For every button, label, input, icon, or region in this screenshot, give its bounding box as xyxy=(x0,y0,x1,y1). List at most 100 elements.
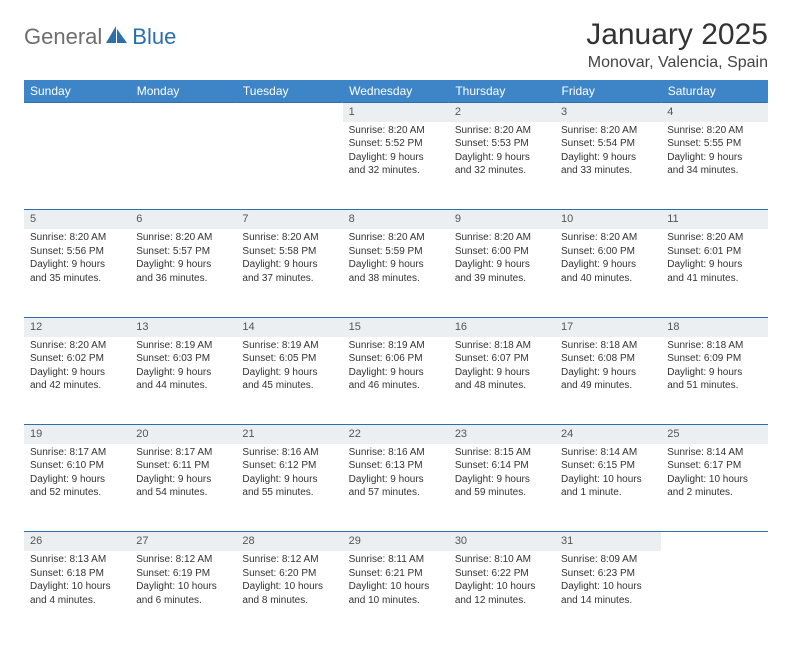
sunrise-text: Sunrise: 8:12 AM xyxy=(242,553,336,567)
day-number: 19 xyxy=(24,425,130,444)
sunset-text: Sunset: 5:56 PM xyxy=(30,245,124,259)
daylight-text: Daylight: 9 hours and 59 minutes. xyxy=(455,473,549,500)
sunset-text: Sunset: 6:10 PM xyxy=(30,459,124,473)
sunrise-text: Sunrise: 8:11 AM xyxy=(349,553,443,567)
daylight-text: Daylight: 9 hours and 55 minutes. xyxy=(242,473,336,500)
day-cell: Sunrise: 8:20 AMSunset: 5:59 PMDaylight:… xyxy=(343,229,449,317)
sunrise-text: Sunrise: 8:16 AM xyxy=(349,446,443,460)
brand-part1: General xyxy=(24,24,102,50)
day-cell: Sunrise: 8:20 AMSunset: 6:02 PMDaylight:… xyxy=(24,337,130,425)
sunrise-text: Sunrise: 8:20 AM xyxy=(30,231,124,245)
day-cell: Sunrise: 8:20 AMSunset: 5:57 PMDaylight:… xyxy=(130,229,236,317)
weekday-header: Wednesday xyxy=(343,80,449,103)
day-number xyxy=(661,532,767,551)
day-cell: Sunrise: 8:12 AMSunset: 6:20 PMDaylight:… xyxy=(236,551,342,639)
sunrise-text: Sunrise: 8:20 AM xyxy=(667,231,761,245)
sunset-text: Sunset: 6:01 PM xyxy=(667,245,761,259)
month-title: January 2025 xyxy=(586,18,768,52)
day-cell: Sunrise: 8:20 AMSunset: 6:00 PMDaylight:… xyxy=(555,229,661,317)
sunrise-text: Sunrise: 8:10 AM xyxy=(455,553,549,567)
sunrise-text: Sunrise: 8:20 AM xyxy=(561,124,655,138)
daylight-text: Daylight: 10 hours and 10 minutes. xyxy=(349,580,443,607)
sail-icon xyxy=(106,26,128,49)
day-cell: Sunrise: 8:10 AMSunset: 6:22 PMDaylight:… xyxy=(449,551,555,639)
daylight-text: Daylight: 9 hours and 52 minutes. xyxy=(30,473,124,500)
day-number: 27 xyxy=(130,532,236,551)
day-number: 1 xyxy=(343,103,449,122)
sunset-text: Sunset: 6:07 PM xyxy=(455,352,549,366)
day-cell xyxy=(24,122,130,210)
day-cell: Sunrise: 8:19 AMSunset: 6:06 PMDaylight:… xyxy=(343,337,449,425)
day-number: 20 xyxy=(130,425,236,444)
sunset-text: Sunset: 5:55 PM xyxy=(667,137,761,151)
daylight-text: Daylight: 10 hours and 4 minutes. xyxy=(30,580,124,607)
sunset-text: Sunset: 6:15 PM xyxy=(561,459,655,473)
header: General Blue January 2025 Monovar, Valen… xyxy=(24,18,768,72)
daylight-text: Daylight: 10 hours and 14 minutes. xyxy=(561,580,655,607)
sunrise-text: Sunrise: 8:12 AM xyxy=(136,553,230,567)
sunrise-text: Sunrise: 8:20 AM xyxy=(30,339,124,353)
day-number-row: 1234 xyxy=(24,103,768,122)
sunrise-text: Sunrise: 8:18 AM xyxy=(455,339,549,353)
day-cell: Sunrise: 8:16 AMSunset: 6:12 PMDaylight:… xyxy=(236,444,342,532)
daylight-text: Daylight: 9 hours and 57 minutes. xyxy=(349,473,443,500)
day-number: 25 xyxy=(661,425,767,444)
sunrise-text: Sunrise: 8:20 AM xyxy=(349,124,443,138)
day-number: 8 xyxy=(343,210,449,229)
calendar-page: General Blue January 2025 Monovar, Valen… xyxy=(0,0,792,657)
brand-part2: Blue xyxy=(132,24,176,50)
sunrise-text: Sunrise: 8:18 AM xyxy=(667,339,761,353)
sunset-text: Sunset: 6:17 PM xyxy=(667,459,761,473)
sunrise-text: Sunrise: 8:16 AM xyxy=(242,446,336,460)
weekday-header-row: Sunday Monday Tuesday Wednesday Thursday… xyxy=(24,80,768,103)
sunrise-text: Sunrise: 8:17 AM xyxy=(136,446,230,460)
day-number: 31 xyxy=(555,532,661,551)
day-number: 21 xyxy=(236,425,342,444)
sunset-text: Sunset: 5:58 PM xyxy=(242,245,336,259)
day-number: 12 xyxy=(24,317,130,336)
day-number: 5 xyxy=(24,210,130,229)
day-cell: Sunrise: 8:17 AMSunset: 6:11 PMDaylight:… xyxy=(130,444,236,532)
day-number: 2 xyxy=(449,103,555,122)
sunrise-text: Sunrise: 8:20 AM xyxy=(242,231,336,245)
day-cell: Sunrise: 8:13 AMSunset: 6:18 PMDaylight:… xyxy=(24,551,130,639)
daylight-text: Daylight: 10 hours and 2 minutes. xyxy=(667,473,761,500)
weekday-header: Thursday xyxy=(449,80,555,103)
sunset-text: Sunset: 6:12 PM xyxy=(242,459,336,473)
daylight-text: Daylight: 9 hours and 41 minutes. xyxy=(667,258,761,285)
day-cell: Sunrise: 8:20 AMSunset: 5:56 PMDaylight:… xyxy=(24,229,130,317)
day-cell: Sunrise: 8:09 AMSunset: 6:23 PMDaylight:… xyxy=(555,551,661,639)
sunset-text: Sunset: 6:06 PM xyxy=(349,352,443,366)
day-cell: Sunrise: 8:20 AMSunset: 5:58 PMDaylight:… xyxy=(236,229,342,317)
sunrise-text: Sunrise: 8:19 AM xyxy=(242,339,336,353)
sunset-text: Sunset: 6:19 PM xyxy=(136,567,230,581)
daylight-text: Daylight: 9 hours and 54 minutes. xyxy=(136,473,230,500)
day-cell: Sunrise: 8:12 AMSunset: 6:19 PMDaylight:… xyxy=(130,551,236,639)
day-cell: Sunrise: 8:15 AMSunset: 6:14 PMDaylight:… xyxy=(449,444,555,532)
daylight-text: Daylight: 9 hours and 32 minutes. xyxy=(349,151,443,178)
daylight-text: Daylight: 10 hours and 6 minutes. xyxy=(136,580,230,607)
day-number: 18 xyxy=(661,317,767,336)
daylight-text: Daylight: 9 hours and 37 minutes. xyxy=(242,258,336,285)
daylight-text: Daylight: 9 hours and 35 minutes. xyxy=(30,258,124,285)
sunset-text: Sunset: 6:02 PM xyxy=(30,352,124,366)
day-number: 11 xyxy=(661,210,767,229)
day-cell: Sunrise: 8:18 AMSunset: 6:07 PMDaylight:… xyxy=(449,337,555,425)
sunset-text: Sunset: 6:23 PM xyxy=(561,567,655,581)
sunset-text: Sunset: 5:57 PM xyxy=(136,245,230,259)
day-number xyxy=(24,103,130,122)
day-number xyxy=(236,103,342,122)
day-number: 4 xyxy=(661,103,767,122)
day-cell: Sunrise: 8:20 AMSunset: 6:01 PMDaylight:… xyxy=(661,229,767,317)
day-cell xyxy=(236,122,342,210)
day-number: 10 xyxy=(555,210,661,229)
daylight-text: Daylight: 10 hours and 1 minute. xyxy=(561,473,655,500)
day-cell: Sunrise: 8:14 AMSunset: 6:15 PMDaylight:… xyxy=(555,444,661,532)
day-cell xyxy=(130,122,236,210)
day-number: 17 xyxy=(555,317,661,336)
sunset-text: Sunset: 5:53 PM xyxy=(455,137,549,151)
day-number: 29 xyxy=(343,532,449,551)
weekday-header: Tuesday xyxy=(236,80,342,103)
sunset-text: Sunset: 6:18 PM xyxy=(30,567,124,581)
daylight-text: Daylight: 10 hours and 8 minutes. xyxy=(242,580,336,607)
